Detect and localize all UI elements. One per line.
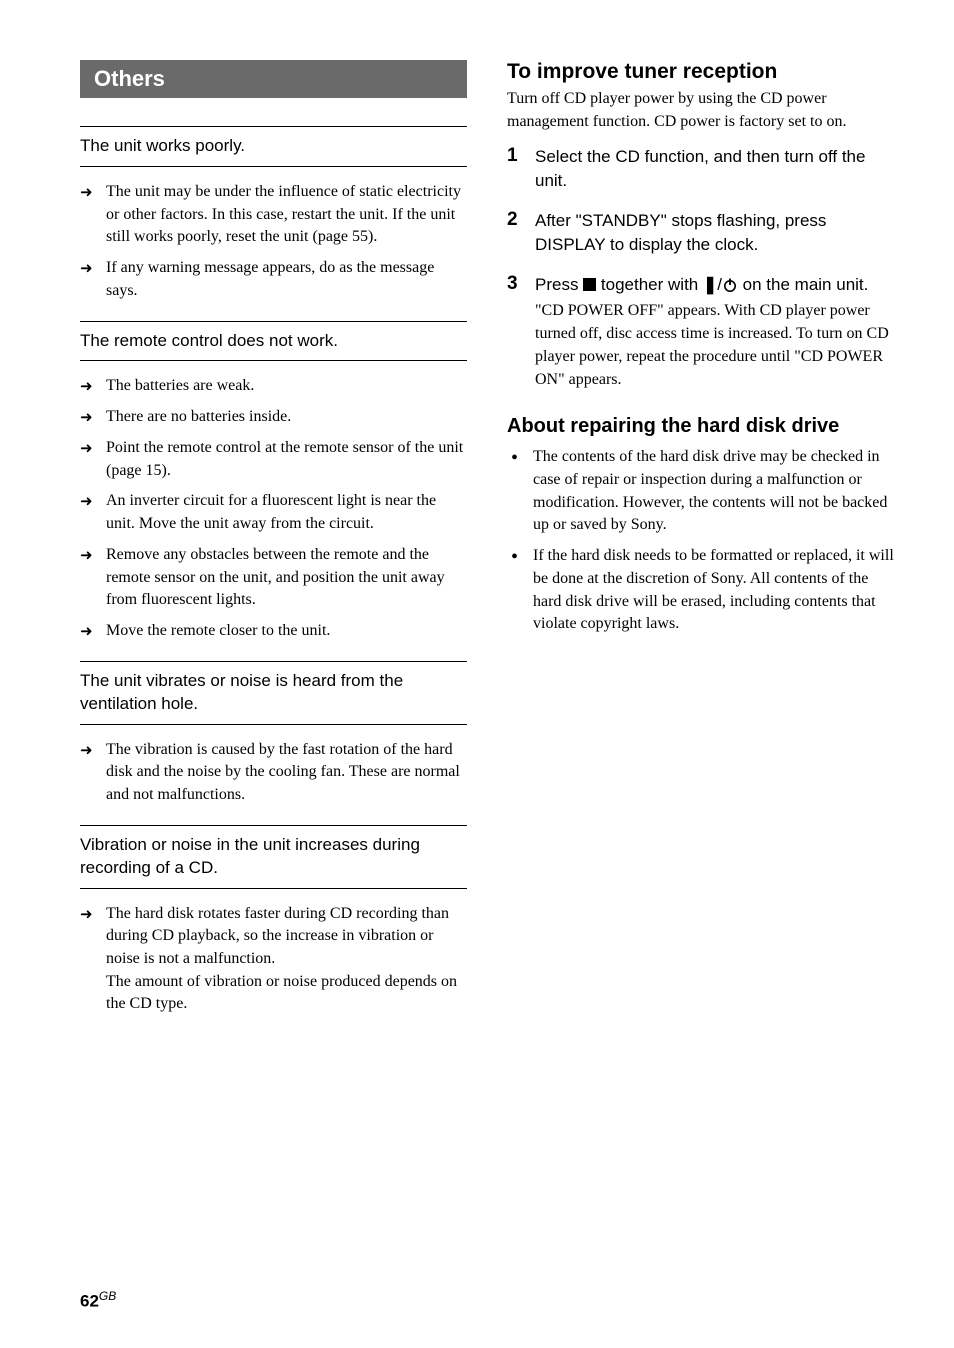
step-item: 1 Select the CD function, and then turn …: [507, 145, 894, 193]
step-text-pre: Press: [535, 275, 583, 294]
left-column: Others The unit works poorly. The unit m…: [80, 60, 467, 1026]
content-columns: Others The unit works poorly. The unit m…: [80, 60, 894, 1026]
list-item: Point the remote control at the remote s…: [80, 437, 467, 482]
topic-list: The unit may be under the influence of s…: [80, 181, 467, 303]
step-text-post: on the main unit.: [738, 275, 868, 294]
list-item: If the hard disk needs to be formatted o…: [507, 545, 894, 636]
subsection-heading: To improve tuner reception: [507, 60, 894, 84]
topic-heading: The unit vibrates or noise is heard from…: [80, 661, 467, 725]
right-column: To improve tuner reception Turn off CD p…: [507, 60, 894, 1026]
topic-list: The batteries are weak. There are no bat…: [80, 375, 467, 642]
section-title-bar: Others: [80, 60, 467, 98]
list-item: The batteries are weak.: [80, 375, 467, 398]
power-icon: [722, 277, 738, 293]
step-text-mid: together with: [596, 275, 703, 294]
list-item: Remove any obstacles between the remote …: [80, 544, 467, 612]
list-item: The vibration is caused by the fast rota…: [80, 739, 467, 807]
list-item: The unit may be under the influence of s…: [80, 181, 467, 249]
list-item: An inverter circuit for a fluorescent li…: [80, 490, 467, 535]
bullet-list: The contents of the hard disk drive may …: [507, 446, 894, 636]
step-number: 1: [507, 145, 518, 167]
page-number-value: 62: [80, 1292, 99, 1311]
topic-heading: The remote control does not work.: [80, 321, 467, 362]
step-item: 3 Press together with ❚/ on the main uni…: [507, 273, 894, 392]
stop-icon: [583, 278, 596, 291]
step-text: Press together with ❚/ on the main unit.: [535, 273, 894, 297]
page-number: 62GB: [80, 1289, 116, 1312]
topic-list: The vibration is caused by the fast rota…: [80, 739, 467, 807]
list-item: There are no batteries inside.: [80, 406, 467, 429]
topic-heading: Vibration or noise in the unit increases…: [80, 825, 467, 889]
topic-heading: The unit works poorly.: [80, 126, 467, 167]
step-note: "CD POWER OFF" appears. With CD player p…: [535, 300, 894, 391]
steps-list: 1 Select the CD function, and then turn …: [507, 145, 894, 391]
list-item: The contents of the hard disk drive may …: [507, 446, 894, 537]
list-item: If any warning message appears, do as th…: [80, 257, 467, 302]
intro-text: Turn off CD player power by using the CD…: [507, 88, 894, 133]
step-item: 2 After "STANDBY" stops flashing, press …: [507, 209, 894, 257]
list-item: Move the remote closer to the unit.: [80, 620, 467, 643]
step-number: 3: [507, 273, 518, 295]
step-text: After "STANDBY" stops flashing, press DI…: [535, 209, 894, 257]
list-item: The hard disk rotates faster during CD r…: [80, 903, 467, 1017]
step-number: 2: [507, 209, 518, 231]
page-region: GB: [99, 1289, 116, 1303]
subsection-heading: About repairing the hard disk drive: [507, 415, 894, 438]
step-text: Select the CD function, and then turn of…: [535, 145, 894, 193]
topic-list: The hard disk rotates faster during CD r…: [80, 903, 467, 1017]
